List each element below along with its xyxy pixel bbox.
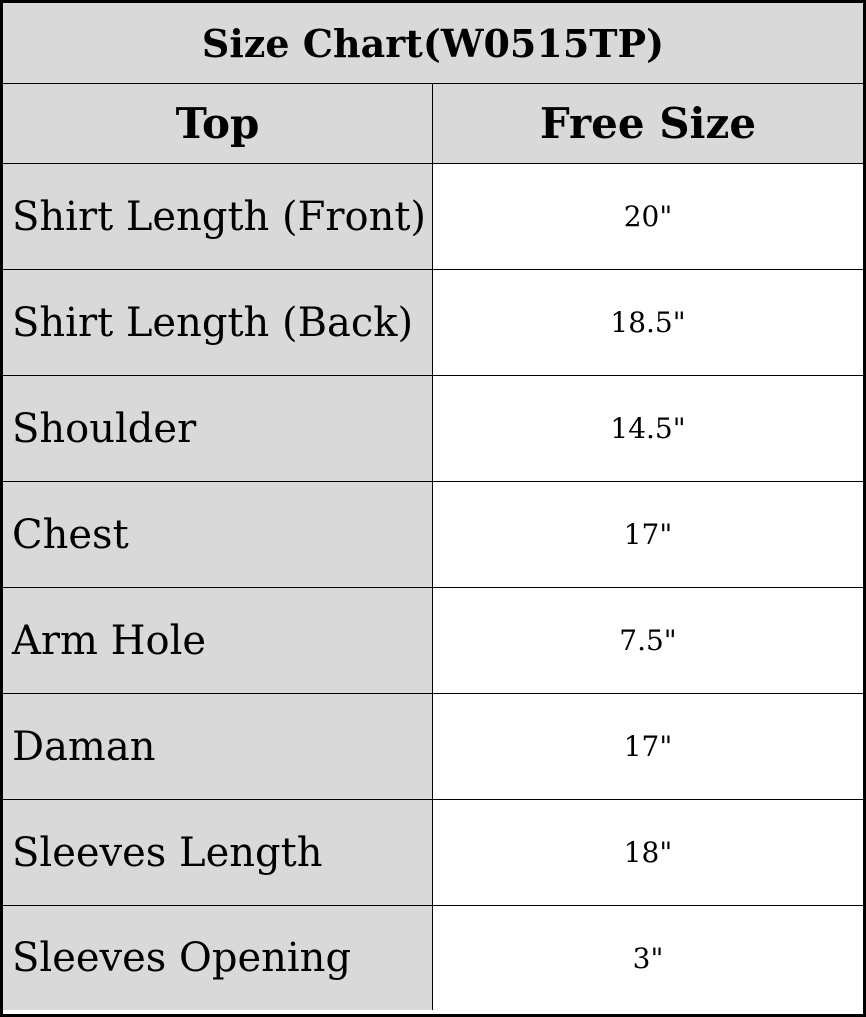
table-row: Chest 17" [3, 482, 863, 588]
measurement-value: 17" [433, 482, 863, 587]
measurement-label: Shirt Length (Front) [3, 164, 433, 269]
measurement-value: 14.5" [433, 376, 863, 481]
table-title: Size Chart(W0515TP) [3, 3, 863, 84]
table-row: Shirt Length (Back) 18.5" [3, 270, 863, 376]
measurement-label: Arm Hole [3, 588, 433, 693]
measurement-label: Shirt Length (Back) [3, 270, 433, 375]
header-free-size: Free Size [433, 84, 863, 163]
header-row: Top Free Size [3, 84, 863, 164]
measurement-value: 17" [433, 694, 863, 799]
measurement-label: Shoulder [3, 376, 433, 481]
table-row: Shirt Length (Front) 20" [3, 164, 863, 270]
table-row: Sleeves Opening 3" [3, 906, 863, 1010]
measurement-label: Daman [3, 694, 433, 799]
header-top: Top [3, 84, 433, 163]
measurement-value: 3" [433, 906, 863, 1010]
measurement-label: Sleeves Length [3, 800, 433, 905]
table-row: Daman 17" [3, 694, 863, 800]
table-row: Sleeves Length 18" [3, 800, 863, 906]
table-row: Shoulder 14.5" [3, 376, 863, 482]
measurement-value: 18" [433, 800, 863, 905]
measurement-label: Sleeves Opening [3, 906, 433, 1010]
table-row: Arm Hole 7.5" [3, 588, 863, 694]
measurement-value: 18.5" [433, 270, 863, 375]
measurement-value: 20" [433, 164, 863, 269]
measurement-value: 7.5" [433, 588, 863, 693]
measurement-label: Chest [3, 482, 433, 587]
